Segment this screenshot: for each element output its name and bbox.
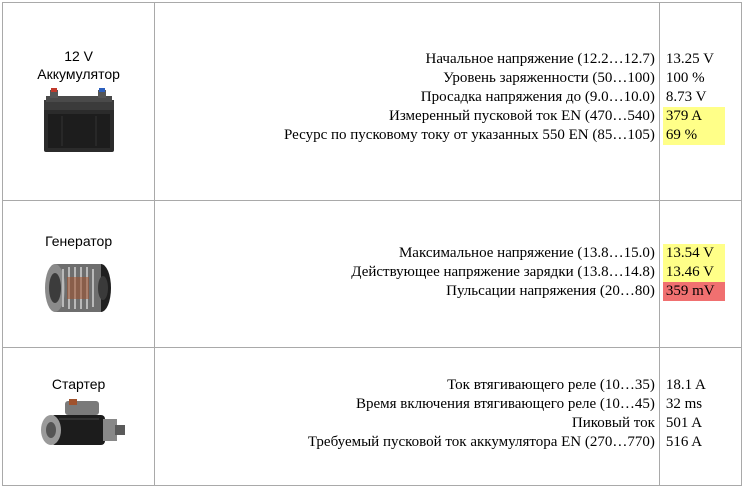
starter-param-value: 516 A bbox=[665, 433, 703, 450]
alternator-labels-cell: Максимальное напряжение (13.8…15.0) Дейс… bbox=[154, 200, 660, 348]
battery-param-label: Измеренный пусковой ток EN (470…540) bbox=[389, 108, 655, 124]
starter-param-value: 501 A bbox=[665, 414, 703, 431]
car-battery-icon bbox=[43, 88, 114, 152]
alternator-param-label: Максимальное напряжение (13.8…15.0) bbox=[398, 245, 655, 262]
battery-values-cell: 13.25 V 100 % 8.73 V 379 A 69 % bbox=[658, 1, 743, 202]
starter-param-label: Ток втягивающего реле (10…35) bbox=[447, 376, 655, 393]
alternator-param-value-error: 359 mV bbox=[662, 282, 725, 302]
alternator-param-label: Пульсации напряжения (20…80) bbox=[446, 283, 655, 300]
battery-param-label: Ресурс по пусковому току от указанных 55… bbox=[283, 127, 655, 143]
battery-param-value: 100 % bbox=[665, 70, 705, 86]
alternator-param-value-warning: 13.54 V bbox=[662, 244, 725, 264]
alternator-param-value-warning: 13.46 V bbox=[662, 263, 725, 283]
alternator-name-label: Генератор bbox=[45, 233, 113, 250]
starter-param-value: 32 ms bbox=[665, 395, 703, 412]
starter-param-label: Требуемый пусковой ток аккумулятора EN (… bbox=[307, 433, 655, 450]
alternator-values-cell: 13.54 V 13.46 V 359 mV bbox=[658, 200, 743, 348]
alternator-icon bbox=[44, 264, 111, 313]
battery-name-label: Аккумулятор bbox=[37, 66, 120, 82]
battery-param-value-warning: 379 A bbox=[662, 107, 725, 126]
battery-row: 12 V Аккумулятор Начальное напряжение (1… bbox=[1, 1, 743, 202]
battery-param-label: Уровень заряженности (50…100) bbox=[443, 70, 655, 86]
starter-values-cell: 18.1 A 32 ms 501 A 516 A bbox=[658, 346, 743, 487]
alternator-row: Генератор Максимальное на bbox=[1, 200, 743, 348]
alternator-param-label: Действующее напряжение зарядки (13.8…14.… bbox=[351, 264, 655, 281]
battery-param-value: 13.25 V bbox=[665, 51, 714, 67]
starter-component-cell: Стартер bbox=[1, 346, 156, 487]
starter-row: Стартер Ток втягивающего реле (10…35) Вр… bbox=[1, 346, 743, 487]
starter-motor-icon bbox=[40, 398, 125, 445]
starter-param-value: 18.1 A bbox=[665, 376, 706, 393]
battery-param-value: 8.73 V bbox=[665, 89, 707, 105]
battery-param-value-warning: 69 % bbox=[662, 126, 725, 145]
battery-param-label: Начальное напряжение (12.2…12.7) bbox=[425, 51, 655, 67]
starter-param-label: Время включения втягивающего реле (10…45… bbox=[356, 395, 655, 412]
starter-name-label: Стартер bbox=[51, 375, 106, 392]
battery-component-cell: 12 V Аккумулятор bbox=[1, 1, 156, 202]
battery-labels-cell: Начальное напряжение (12.2…12.7) Уровень… bbox=[154, 1, 660, 202]
battery-param-label: Просадка напряжения до (9.0…10.0) bbox=[420, 89, 655, 105]
alternator-component-cell: Генератор bbox=[1, 200, 156, 348]
starter-labels-cell: Ток втягивающего реле (10…35) Время вклю… bbox=[154, 346, 660, 487]
battery-voltage-label: 12 V bbox=[64, 48, 93, 64]
starter-param-label: Пиковый ток bbox=[571, 414, 655, 431]
